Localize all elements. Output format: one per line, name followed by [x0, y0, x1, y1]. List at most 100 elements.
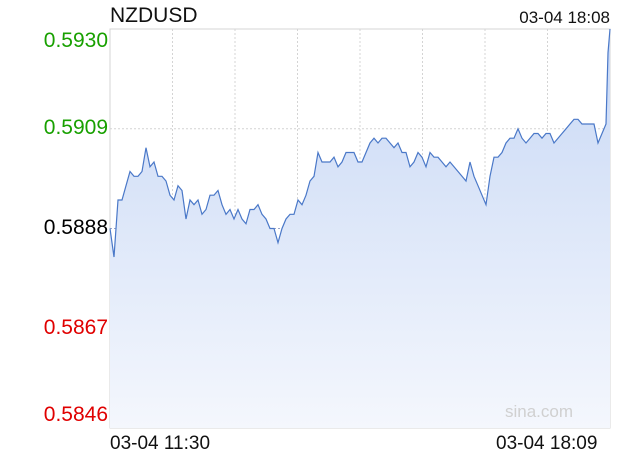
data-point: [537, 133, 538, 134]
data-point: [361, 161, 362, 162]
data-point: [505, 142, 506, 143]
data-point: [249, 209, 250, 210]
data-point: [377, 142, 378, 143]
data-point: [329, 161, 330, 162]
data-point: [189, 199, 190, 200]
data-point: [525, 142, 526, 143]
data-point: [157, 176, 158, 177]
data-point: [125, 185, 126, 186]
data-point: [445, 166, 446, 167]
data-point: [193, 204, 194, 205]
data-point: [517, 128, 518, 129]
data-point: [353, 152, 354, 153]
data-point: [301, 204, 302, 205]
data-point: [333, 157, 334, 158]
y-tick-label: 0.5867: [43, 316, 108, 339]
data-point: [213, 195, 214, 196]
data-point: [161, 176, 162, 177]
data-point: [185, 218, 186, 219]
data-point: [521, 138, 522, 139]
data-point: [533, 133, 534, 134]
data-point: [205, 209, 206, 210]
data-point: [577, 119, 578, 120]
data-point: [553, 142, 554, 143]
data-point: [149, 166, 150, 167]
update-timestamp: 03-04 18:08: [519, 8, 610, 27]
data-point: [501, 152, 502, 153]
data-point: [509, 138, 510, 139]
data-point: [401, 152, 402, 153]
data-point: [317, 152, 318, 153]
data-point: [457, 171, 458, 172]
data-point: [365, 152, 366, 153]
data-point: [137, 176, 138, 177]
data-point: [573, 119, 574, 120]
data-point: [545, 133, 546, 134]
data-point: [297, 199, 298, 200]
data-point: [321, 161, 322, 162]
data-point: [133, 176, 134, 177]
data-point: [449, 161, 450, 162]
data-point: [345, 152, 346, 153]
data-point: [173, 199, 174, 200]
data-point: [245, 223, 246, 224]
data-point: [433, 157, 434, 158]
x-tick-label-start: 03-04 11:30: [110, 433, 211, 454]
data-point: [145, 147, 146, 148]
data-point: [489, 176, 490, 177]
data-point: [605, 123, 606, 124]
data-point: [269, 228, 270, 229]
data-point: [201, 214, 202, 215]
data-point: [141, 171, 142, 172]
data-point: [341, 161, 342, 162]
data-point: [497, 157, 498, 158]
data-point: [305, 195, 306, 196]
data-point: [385, 138, 386, 139]
data-point: [113, 256, 114, 257]
data-point: [429, 152, 430, 153]
data-point: [357, 161, 358, 162]
data-point: [601, 133, 602, 134]
data-point: [369, 142, 370, 143]
y-tick-label: 0.5888: [43, 216, 108, 239]
data-point: [337, 166, 338, 167]
data-point: [349, 152, 350, 153]
y-tick-label: 0.5846: [43, 403, 108, 426]
data-point: [129, 171, 130, 172]
data-point: [529, 138, 530, 139]
data-point: [281, 228, 282, 229]
chart-title: NZDUSD: [110, 4, 198, 27]
data-point: [109, 228, 110, 229]
watermark: sina.com: [505, 402, 574, 421]
data-point: [293, 214, 294, 215]
data-point: [477, 185, 478, 186]
data-point: [117, 199, 118, 200]
data-point: [309, 180, 310, 181]
data-point: [417, 152, 418, 153]
data-point: [121, 199, 122, 200]
data-point: [513, 138, 514, 139]
data-point: [289, 214, 290, 215]
data-point: [607, 52, 608, 53]
price-line: [109, 28, 611, 258]
data-point: [209, 195, 210, 196]
data-point: [561, 133, 562, 134]
data-point: [277, 242, 278, 243]
y-tick-label: 0.5930: [43, 29, 108, 52]
data-point: [325, 161, 326, 162]
data-point: [589, 123, 590, 124]
data-point: [593, 123, 594, 124]
data-point: [253, 209, 254, 210]
data-point: [169, 195, 170, 196]
data-point: [425, 166, 426, 167]
data-point: [265, 218, 266, 219]
data-point: [153, 161, 154, 162]
data-point: [421, 157, 422, 158]
data-point: [597, 142, 598, 143]
data-point: [565, 128, 566, 129]
data-point: [405, 152, 406, 153]
data-point: [609, 28, 610, 29]
data-point: [389, 142, 390, 143]
data-point: [381, 138, 382, 139]
